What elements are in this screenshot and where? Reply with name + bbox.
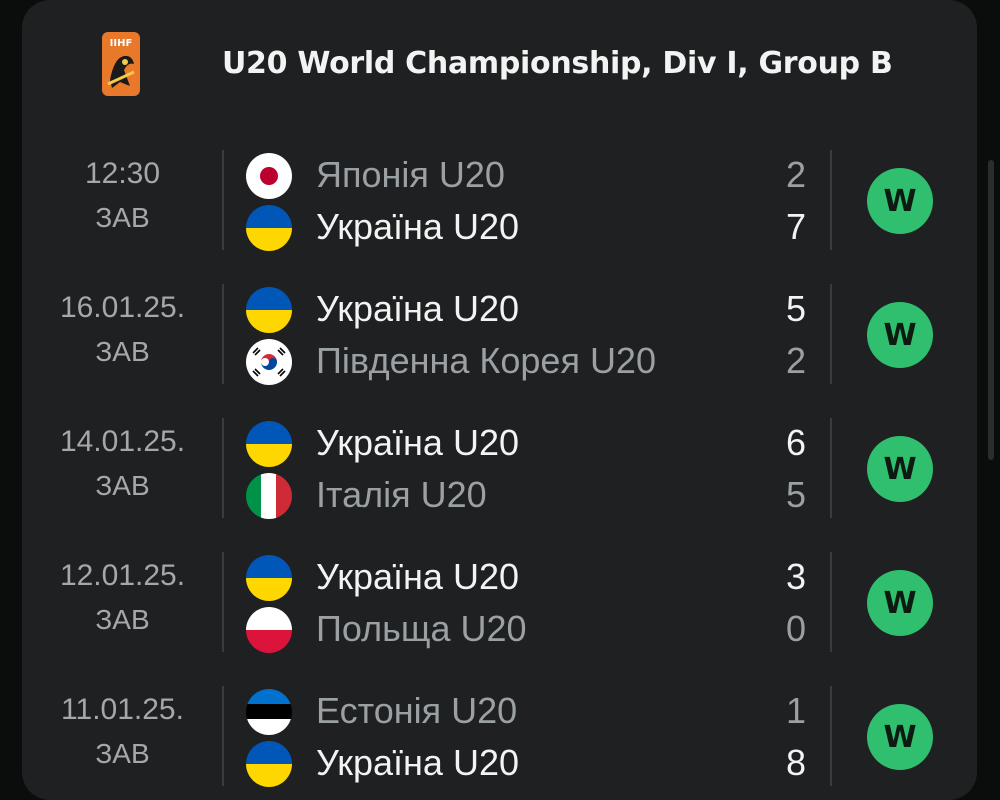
divider (830, 552, 832, 652)
team-row-home[interactable]: Україна U20 6 (246, 418, 806, 468)
team-score: 2 (785, 340, 806, 381)
match-row[interactable]: 12.01.25. ЗАВ Україна U20 3 Польща U20 0… (0, 552, 1000, 662)
team-row-home[interactable]: Японія U20 2 (246, 150, 806, 200)
divider (222, 552, 224, 652)
match-status: ЗАВ (95, 738, 150, 769)
result-win-badge: W (867, 436, 933, 502)
team-name: Україна U20 (316, 288, 519, 329)
result-win-badge: W (867, 570, 933, 636)
divider (830, 418, 832, 518)
match-date: 12.01.25. (59, 559, 186, 592)
team-name: Південна Корея U20 (316, 340, 656, 381)
match-date: 16.01.25. (59, 291, 186, 324)
match-row[interactable]: 11.01.25. ЗАВ Естонія U20 1 Україна U20 … (0, 686, 1000, 796)
iihf-logo-text: IIHF (110, 38, 133, 49)
match-status: ЗАВ (95, 470, 150, 501)
team-row-home[interactable]: Україна U20 3 (246, 552, 806, 602)
team-score: 8 (785, 742, 806, 783)
match-status: ЗАВ (95, 604, 150, 635)
team-score: 1 (785, 690, 806, 731)
result-win-badge: W (867, 302, 933, 368)
team-score: 6 (785, 422, 806, 463)
flag-ukraine-icon (246, 555, 292, 601)
divider (222, 284, 224, 384)
results-card (22, 0, 977, 800)
divider (222, 686, 224, 786)
match-date: 14.01.25. (59, 425, 186, 458)
team-row-away[interactable]: Україна U20 7 (246, 202, 806, 252)
divider (830, 686, 832, 786)
divider (830, 150, 832, 250)
match-status: ЗАВ (95, 202, 150, 233)
flag-japan-icon (246, 153, 292, 199)
team-name: Україна U20 (316, 556, 519, 597)
match-row[interactable]: 14.01.25. ЗАВ Україна U20 6 Італія U20 5… (0, 418, 1000, 528)
team-score: 5 (785, 474, 806, 515)
divider (222, 418, 224, 518)
match-date: 11.01.25. (61, 693, 184, 726)
flag-ukraine-icon (246, 205, 292, 251)
result-win-badge: W (867, 704, 933, 770)
divider (830, 284, 832, 384)
team-row-away[interactable]: Італія U20 5 (246, 470, 806, 520)
match-date: 12:30 (84, 157, 161, 190)
team-name: Японія U20 (316, 154, 505, 195)
result-win-badge: W (867, 168, 933, 234)
flag-italy-icon (246, 473, 292, 519)
team-row-away[interactable]: Польща U20 0 (246, 604, 806, 654)
competition-title: U20 World Championship, Div I, Group B (222, 46, 893, 81)
team-score: 0 (785, 608, 806, 649)
team-score: 5 (785, 288, 806, 329)
team-name: Україна U20 (316, 206, 519, 247)
iihf-logo-icon: IIHF (102, 32, 140, 96)
team-name: Польща U20 (316, 608, 527, 649)
flag-south-korea-icon (246, 339, 292, 385)
team-row-home[interactable]: Україна U20 5 (246, 284, 806, 334)
match-status: ЗАВ (95, 336, 150, 367)
flag-estonia-icon (246, 689, 292, 735)
scrollbar[interactable] (988, 160, 994, 460)
divider (222, 150, 224, 250)
flag-ukraine-icon (246, 421, 292, 467)
flag-poland-icon (246, 607, 292, 653)
match-row[interactable]: 16.01.25. ЗАВ Україна U20 5 Південна Кор… (0, 284, 1000, 394)
match-row[interactable]: 12:30 ЗАВ Японія U20 2 Україна U20 7 W (0, 150, 1000, 260)
team-score: 2 (785, 154, 806, 195)
team-name: Україна U20 (316, 742, 519, 783)
team-name: Естонія U20 (316, 690, 518, 731)
team-row-home[interactable]: Естонія U20 1 (246, 686, 806, 736)
team-score: 3 (785, 556, 806, 597)
team-name: Україна U20 (316, 422, 519, 463)
team-row-away[interactable]: Південна Корея U20 2 (246, 336, 806, 386)
team-row-away[interactable]: Україна U20 8 (246, 738, 806, 788)
flag-ukraine-icon (246, 741, 292, 787)
team-name: Італія U20 (316, 474, 487, 515)
flag-ukraine-icon (246, 287, 292, 333)
team-score: 7 (785, 206, 806, 247)
